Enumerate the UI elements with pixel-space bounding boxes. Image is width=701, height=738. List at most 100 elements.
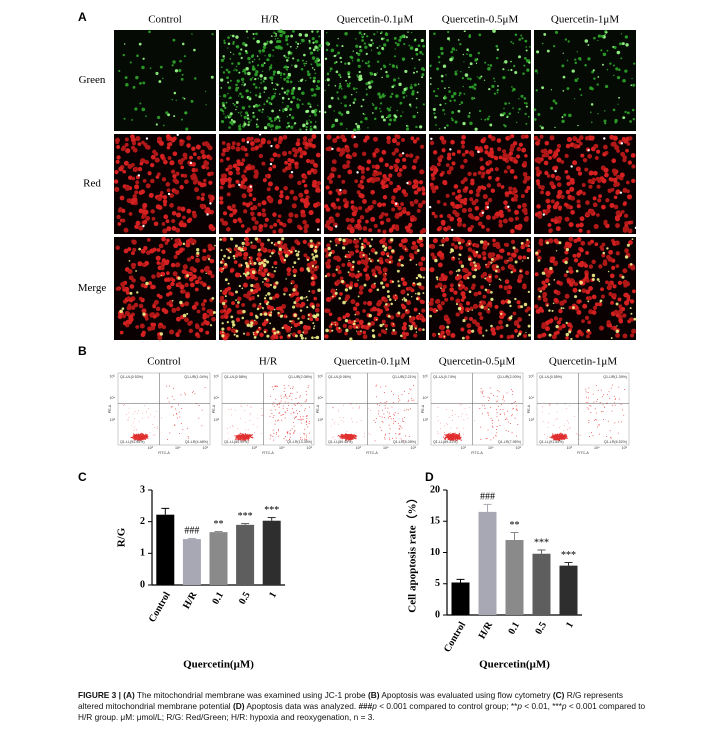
green-cell [411, 89, 415, 93]
red-cell [541, 322, 546, 327]
red-cell [361, 151, 367, 156]
green-cell [597, 34, 601, 38]
red-cell [181, 289, 186, 294]
red-cell [579, 141, 583, 146]
red-cell [310, 270, 315, 275]
green-cell [369, 260, 372, 263]
quadrant-label: Q1-LL(93.95%) [120, 440, 145, 444]
red-cell [461, 152, 466, 157]
red-cell [496, 254, 501, 259]
green-cell [381, 94, 384, 97]
green-cell [386, 290, 390, 293]
red-cell [121, 218, 126, 223]
event-dot [137, 412, 138, 414]
red-cell [500, 248, 505, 253]
green-cell [290, 125, 294, 129]
green-cell [272, 49, 275, 52]
red-cell [170, 330, 174, 335]
red-cell [332, 167, 337, 172]
green-cell [252, 82, 256, 86]
bright-cell [401, 152, 405, 155]
red-cell [345, 283, 350, 288]
red-cell [269, 224, 274, 230]
red-cell [242, 184, 247, 190]
red-cell [161, 177, 167, 182]
red-cell [472, 172, 477, 177]
green-cell [397, 284, 401, 288]
red-cell [169, 160, 175, 166]
red-cell [384, 323, 389, 328]
red-cell [576, 252, 582, 258]
red-cell [565, 143, 571, 149]
red-cell [241, 158, 246, 163]
red-cell [372, 136, 379, 142]
red-cell [517, 275, 523, 280]
red-cell [413, 307, 418, 312]
green-cell [299, 128, 302, 131]
red-cell [339, 152, 343, 157]
green-cell [422, 103, 425, 106]
red-cell [592, 305, 598, 311]
green-cell [263, 312, 268, 316]
event-dot [184, 392, 186, 394]
event-dot [272, 429, 274, 431]
green-cell [365, 93, 368, 96]
green-cell [275, 267, 277, 269]
red-cell [383, 330, 387, 335]
red-cell [201, 164, 206, 170]
green-cell [389, 118, 393, 122]
bright-cell [430, 137, 433, 141]
green-cell [616, 325, 618, 327]
green-cell [630, 84, 633, 87]
event-dot [294, 430, 296, 432]
red-cell [237, 272, 241, 277]
green-cell [237, 125, 241, 128]
red-cell [151, 216, 156, 221]
red-cell [175, 262, 181, 268]
red-cell [487, 175, 492, 180]
red-cell [577, 171, 583, 176]
event-dot [247, 436, 250, 439]
green-cell [409, 258, 412, 262]
green-cell [319, 48, 321, 51]
red-cell [498, 219, 503, 224]
red-cell [622, 187, 628, 193]
event-dot [278, 406, 280, 408]
red-cell [288, 150, 292, 155]
red-cell [311, 134, 317, 139]
green-cell [462, 318, 466, 323]
green-cell [433, 112, 436, 115]
micrograph [219, 133, 321, 234]
green-cell [344, 288, 349, 292]
green-cell [309, 125, 312, 128]
green-cell [344, 104, 347, 108]
green-cell [411, 296, 413, 298]
red-cell [587, 320, 592, 325]
red-cell [520, 134, 526, 139]
green-cell [250, 241, 253, 244]
green-cell [256, 118, 259, 121]
green-cell [313, 69, 316, 71]
red-cell [416, 238, 422, 244]
red-cell [273, 242, 279, 247]
green-cell [280, 77, 282, 79]
green-cell [283, 79, 286, 81]
green-cell [258, 104, 261, 107]
green-cell [264, 277, 267, 281]
green-cell [565, 332, 569, 337]
micrograph [218, 237, 321, 341]
red-cell [168, 299, 173, 305]
red-cell [411, 165, 417, 170]
green-cell [293, 301, 297, 305]
green-cell [624, 69, 628, 73]
red-cell [533, 135, 539, 141]
green-cell [227, 36, 230, 39]
green-cell [414, 38, 417, 41]
red-cell [266, 305, 272, 310]
event-dot [293, 417, 295, 419]
red-cell [402, 281, 408, 287]
red-cell [402, 207, 407, 211]
red-cell [306, 262, 311, 267]
green-cell [368, 253, 371, 255]
red-cell [401, 189, 407, 194]
